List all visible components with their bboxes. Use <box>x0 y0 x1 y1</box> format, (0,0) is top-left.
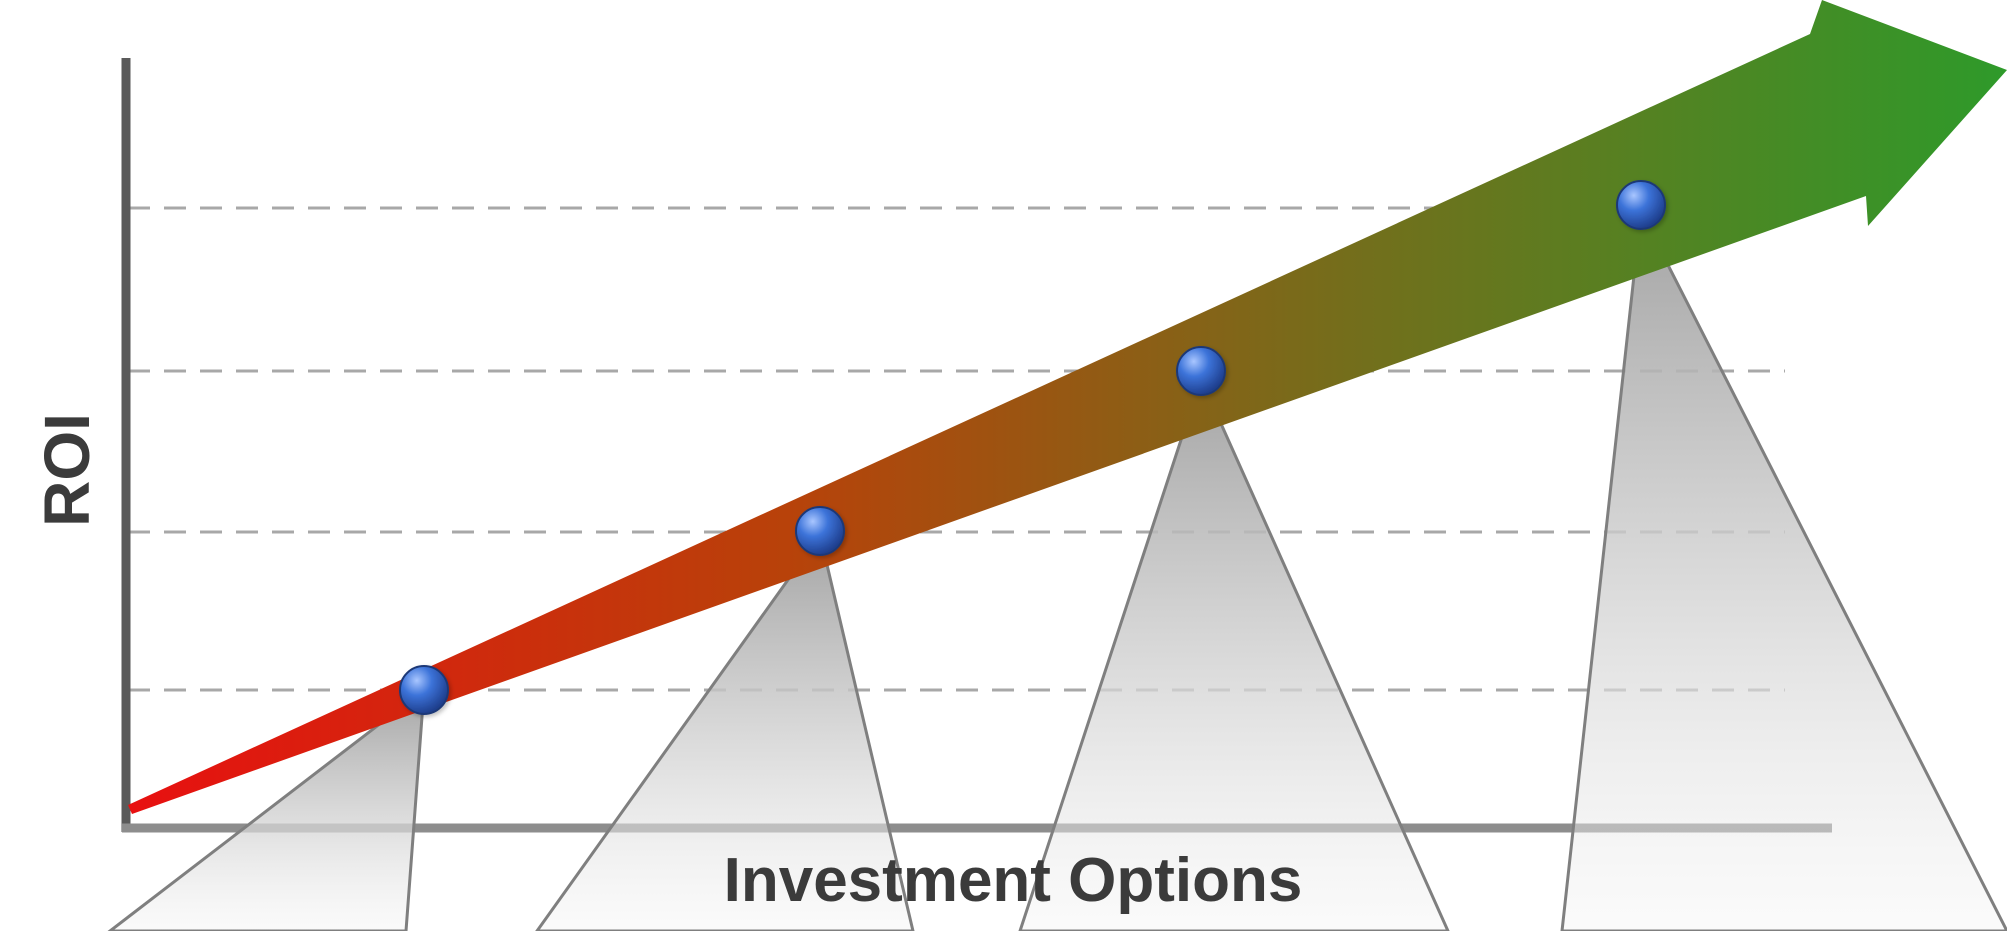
roi-points <box>399 180 1666 715</box>
y-axis-label: ROI <box>31 413 103 527</box>
roi-point-option-3 <box>1176 346 1226 396</box>
beams <box>107 206 2007 931</box>
beam-option-2 <box>535 531 915 931</box>
roi-point-option-4 <box>1616 180 1666 230</box>
beam-option-1 <box>107 686 426 931</box>
roi-point-option-1 <box>399 665 449 715</box>
roi-point-option-2 <box>795 506 845 556</box>
x-axis-label: Investment Options <box>724 846 1303 915</box>
beam-option-3 <box>1018 374 1450 931</box>
roi-growth-arrow <box>128 0 2007 814</box>
beam-option-4 <box>1560 206 2007 931</box>
